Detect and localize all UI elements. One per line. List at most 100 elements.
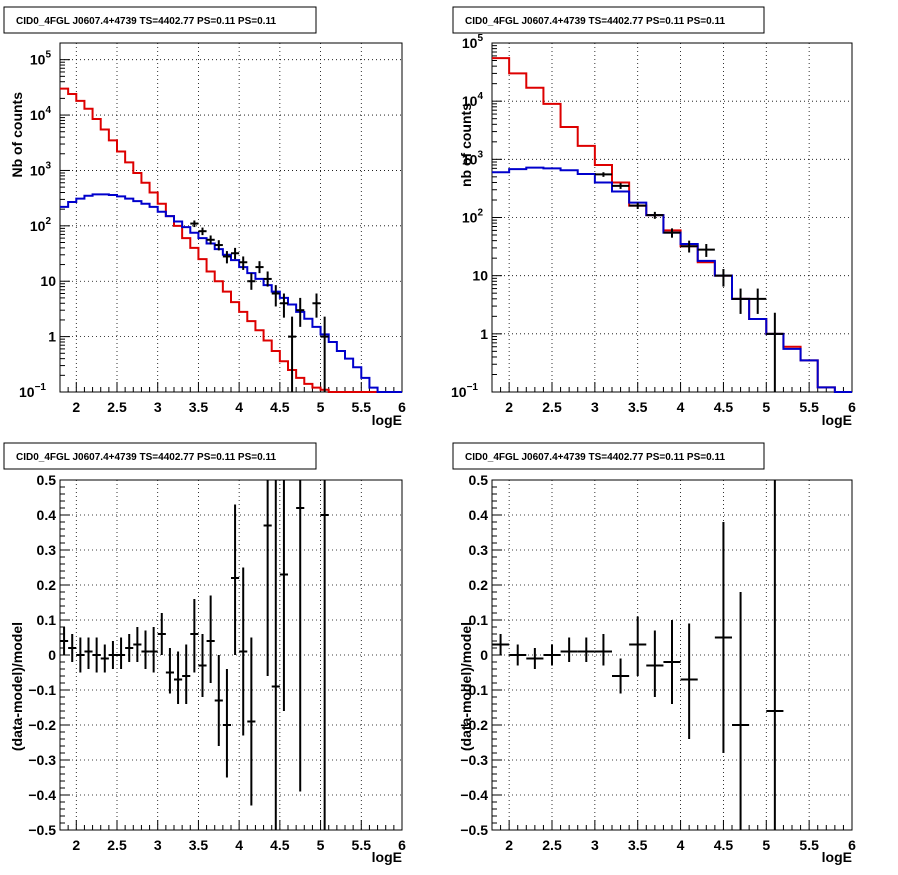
y-tick-label: 0.1 bbox=[37, 612, 57, 628]
data-points bbox=[60, 480, 329, 830]
y-tick-label: 0.4 bbox=[469, 507, 489, 523]
x-tick-label: 5.5 bbox=[352, 837, 372, 853]
data-point bbox=[231, 247, 240, 260]
x-tick-label: 6 bbox=[848, 399, 856, 415]
x-tick-label: 4 bbox=[235, 399, 243, 415]
chart-title: CID0_4FGL J0607.4+4739 TS=4402.77 PS=0.1… bbox=[465, 16, 725, 27]
x-tick-label: 4.5 bbox=[714, 399, 734, 415]
y-tick-label: 102 bbox=[30, 216, 52, 234]
data-point bbox=[100, 644, 109, 673]
title-box bbox=[452, 6, 765, 34]
y-tick-label: −0.3 bbox=[28, 752, 56, 768]
data-point bbox=[255, 261, 264, 274]
data-point bbox=[198, 634, 207, 697]
data-point bbox=[732, 288, 750, 314]
data-point bbox=[157, 613, 166, 655]
data-point bbox=[247, 273, 256, 290]
y-tick-label: 103 bbox=[30, 160, 52, 178]
y-tick-label: 0.5 bbox=[37, 472, 57, 488]
data-point bbox=[766, 480, 784, 830]
data-point bbox=[190, 599, 199, 673]
data-point bbox=[680, 623, 698, 739]
data-point bbox=[680, 240, 698, 253]
y-tick-label: 105 bbox=[462, 33, 484, 51]
y-tick-label: −0.1 bbox=[460, 682, 488, 698]
y-tick-label: 1 bbox=[480, 326, 488, 342]
x-tick-label: 3 bbox=[591, 837, 599, 853]
y-tick-label: 10 bbox=[472, 268, 488, 284]
data-point bbox=[288, 316, 297, 392]
data-point bbox=[125, 634, 134, 662]
y-axis-label: (data-model)/model bbox=[458, 622, 474, 751]
data-point bbox=[84, 637, 93, 669]
data-point bbox=[214, 655, 223, 746]
data-point bbox=[312, 293, 321, 318]
data-point bbox=[117, 637, 126, 669]
data-point bbox=[133, 627, 142, 662]
y-tick-label: 103 bbox=[462, 149, 484, 167]
data-point bbox=[629, 616, 647, 676]
data-point bbox=[222, 669, 231, 778]
data-point bbox=[279, 293, 288, 318]
x-tick-label: 2 bbox=[505, 399, 513, 415]
y-axis-label: Nb of counts bbox=[9, 92, 25, 178]
data-point bbox=[714, 269, 732, 287]
x-axis-label: logE bbox=[372, 849, 402, 865]
data-point bbox=[749, 288, 767, 314]
data-point bbox=[206, 595, 215, 683]
x-tick-label: 2.5 bbox=[107, 399, 127, 415]
chart-title: CID0_4FGL J0607.4+4739 TS=4402.77 PS=0.1… bbox=[16, 452, 276, 463]
x-tick-label: 2.5 bbox=[107, 837, 127, 853]
title-box bbox=[3, 6, 317, 34]
data-point bbox=[239, 256, 248, 270]
data-point bbox=[646, 630, 664, 697]
x-tick-label: 3.5 bbox=[189, 837, 209, 853]
x-tick-label: 3.5 bbox=[628, 399, 648, 415]
x-tick-label: 2 bbox=[72, 837, 80, 853]
data-point bbox=[646, 211, 664, 219]
y-tick-label: 104 bbox=[462, 91, 484, 109]
data-points bbox=[190, 220, 329, 392]
chart-panel-1: 2 2.5 3 3.5 4 4.5 5 5.5 6 10−1 1 10 102 103 104 105 logE… bbox=[3, 6, 406, 428]
ticks bbox=[491, 42, 853, 393]
y-tick-label: 105 bbox=[30, 50, 52, 68]
y-tick-label: −0.1 bbox=[28, 682, 56, 698]
x-tick-label: 5 bbox=[317, 399, 325, 415]
data-point bbox=[190, 220, 199, 228]
y-tick-label: 0.5 bbox=[469, 472, 489, 488]
data-point bbox=[612, 183, 630, 189]
x-tick-label: 5 bbox=[762, 399, 770, 415]
title-box bbox=[3, 442, 317, 470]
x-tick-label: 6 bbox=[848, 837, 856, 853]
chart-title: CID0_4FGL J0607.4+4739 TS=4402.77 PS=0.1… bbox=[465, 452, 725, 463]
y-tick-label: −0.4 bbox=[28, 787, 56, 803]
y-tick-label: 104 bbox=[30, 105, 52, 123]
data-point bbox=[198, 227, 207, 236]
data-point bbox=[766, 312, 784, 392]
data-point bbox=[206, 235, 215, 245]
y-tick-label: −0.4 bbox=[460, 787, 488, 803]
y-tick-label: 0 bbox=[480, 647, 488, 663]
data-point bbox=[560, 637, 578, 662]
y-tick-label: 0.1 bbox=[469, 612, 489, 628]
data-point bbox=[320, 480, 329, 830]
y-tick-label: −0.5 bbox=[28, 822, 56, 838]
y-tick-label: 1 bbox=[48, 329, 56, 345]
data-point bbox=[239, 567, 248, 736]
data-point bbox=[92, 637, 101, 673]
x-tick-label: 5.5 bbox=[352, 399, 372, 415]
y-tick-label: 102 bbox=[462, 208, 484, 226]
title-box bbox=[452, 442, 765, 470]
y-tick-label: 0.3 bbox=[469, 542, 489, 558]
y-tick-label: 0.4 bbox=[37, 507, 57, 523]
data-point bbox=[509, 644, 527, 666]
y-tick-label: −0.5 bbox=[460, 822, 488, 838]
data-point bbox=[279, 480, 288, 711]
data-point bbox=[214, 240, 223, 251]
data-point bbox=[714, 522, 732, 753]
data-point bbox=[296, 297, 305, 327]
chart-panel-3: 2 2.5 3 3.5 4 4.5 5 5.5 6 −0.5 −0.4 −0.3 −0.2 −0.1 0 0.… bbox=[3, 442, 406, 865]
histogram-series-2 bbox=[60, 193, 402, 393]
y-tick-label: −0.2 bbox=[460, 717, 488, 733]
x-tick-label: 3 bbox=[154, 399, 162, 415]
